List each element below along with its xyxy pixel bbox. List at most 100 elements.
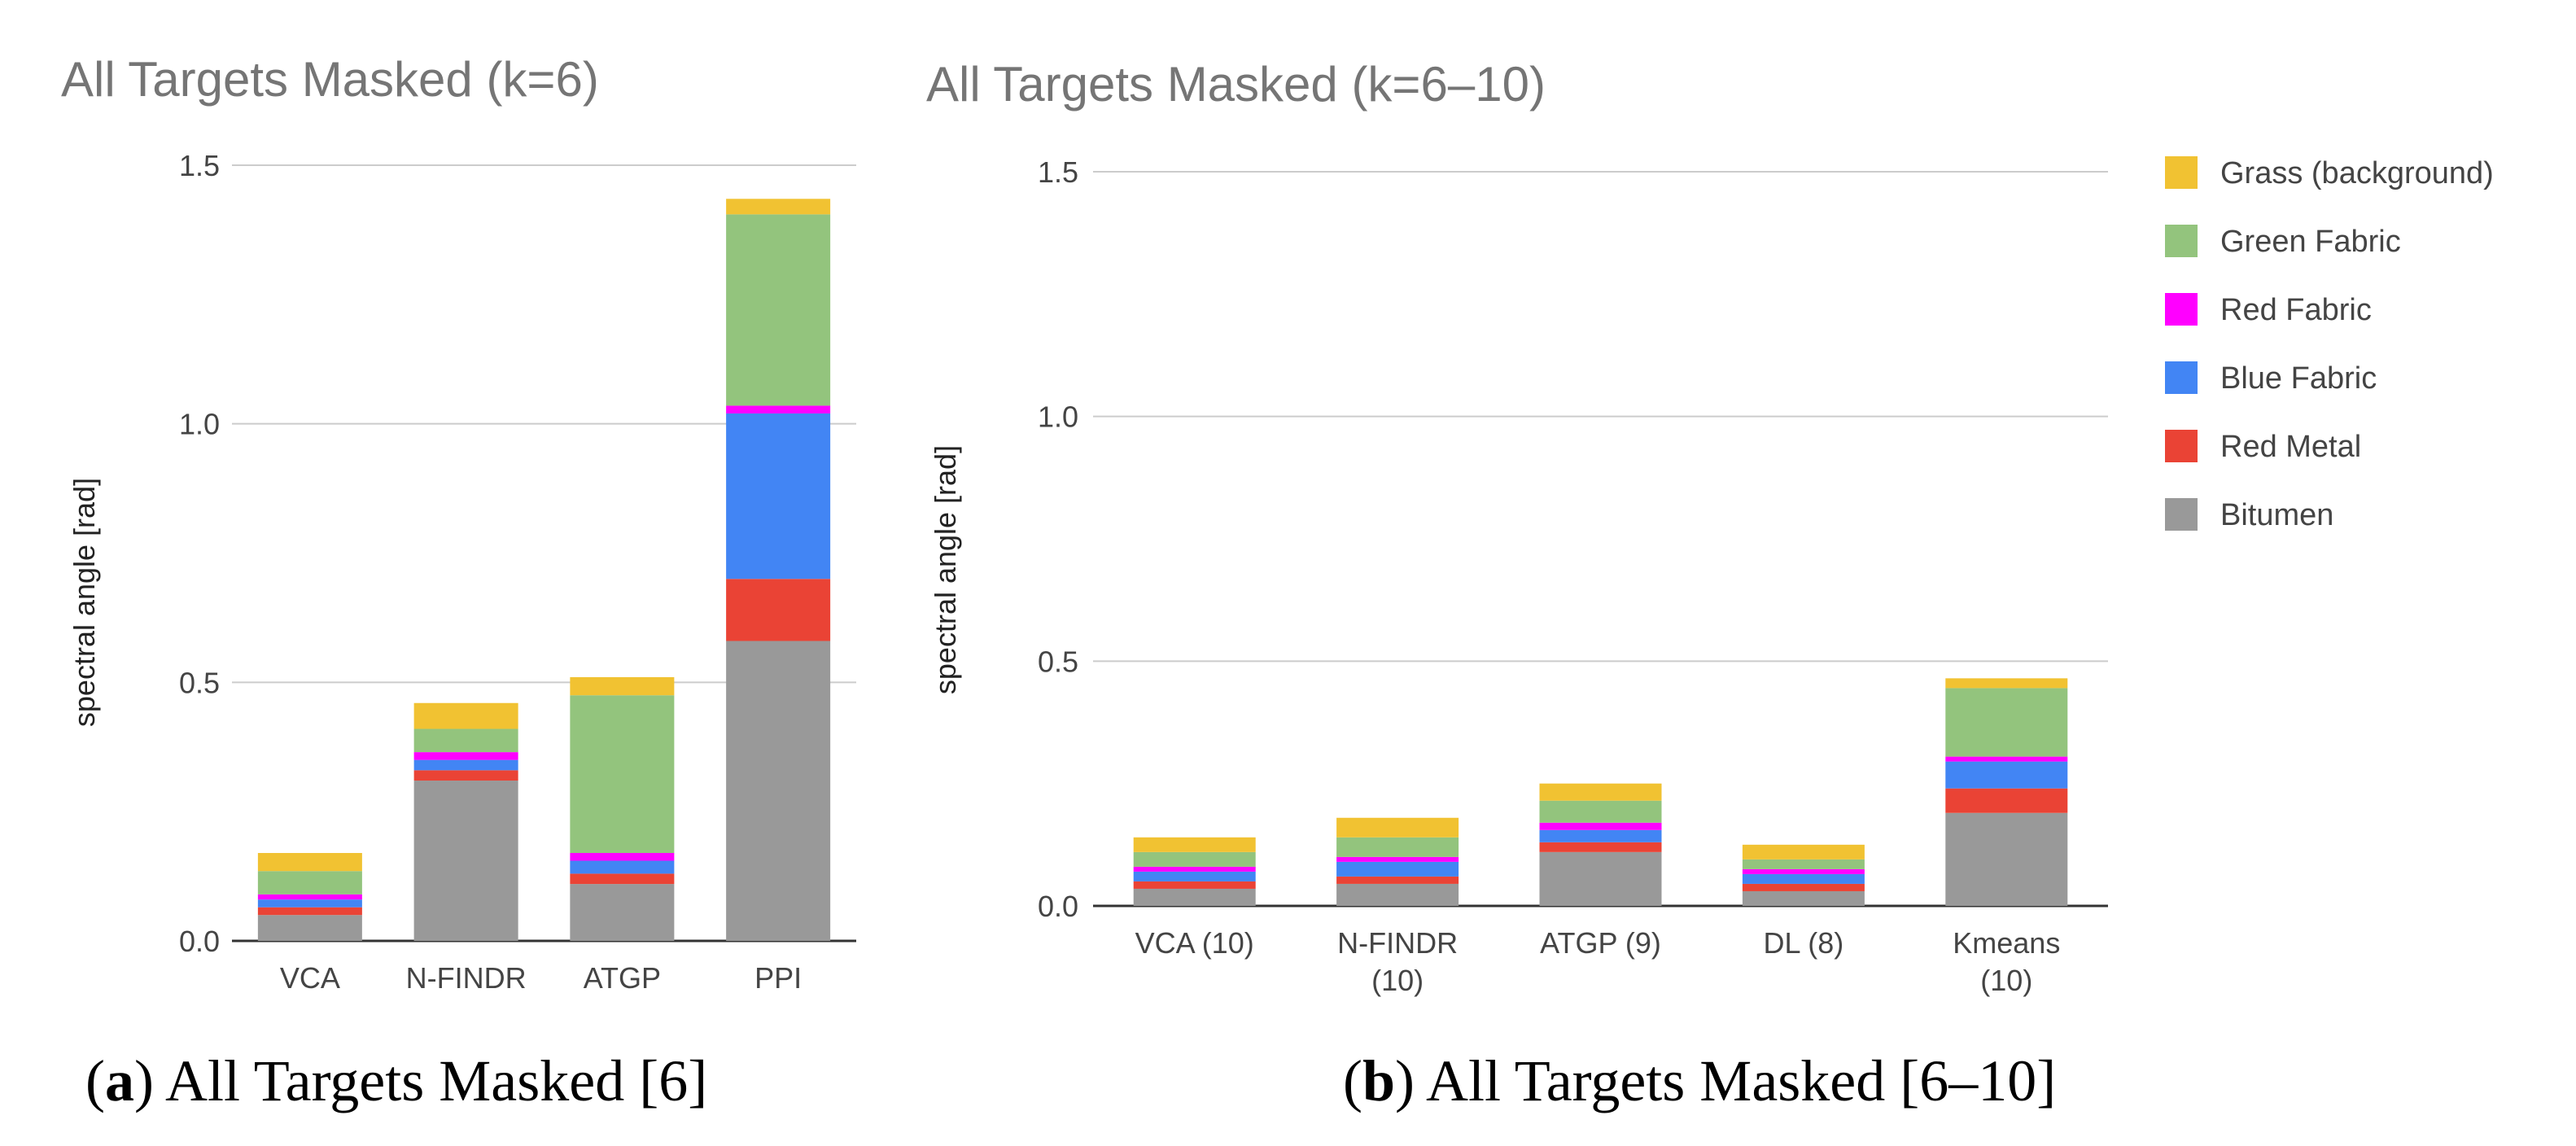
- chart-a-bar-red-metal: [726, 579, 831, 641]
- chart-a-bar-grass-background: [413, 702, 518, 729]
- chart-a-y-tick-label: 0.0: [179, 925, 220, 958]
- chart-b-x-ticks: VCA (10) N-FINDR (10) ATGP (9) DL (8) Kmeans (…: [1135, 926, 2061, 997]
- chart-b-bar-red-fabric: [1133, 866, 1256, 872]
- chart-b-legend: Grass (background) Green Fabric Red Fabric…: [2165, 156, 2494, 532]
- chart-a-bar-green-fabric: [726, 214, 831, 406]
- chart-b-bar-blue-fabric: [1133, 871, 1256, 881]
- chart-b-title: All Targets Masked (k=6–10): [926, 57, 1546, 112]
- chart-a-bar-green-fabric: [257, 871, 362, 894]
- chart-b-bar-grass-background: [1133, 837, 1256, 852]
- chart-b-y-tick-label: 0.5: [1038, 645, 1078, 678]
- legend-swatch: [2165, 361, 2198, 394]
- chart-b-ylabel: spectral angle [rad]: [929, 445, 962, 694]
- chart-a-bar-blue-fabric: [726, 413, 831, 580]
- chart-b-bars: [1133, 678, 2068, 906]
- chart-a-y-tick-label: 1.0: [179, 408, 220, 441]
- chart-b-bar-green-fabric: [1945, 688, 2068, 757]
- chart-b-bar-bitumen: [1945, 812, 2068, 906]
- chart-b-y-tick-label: 0.0: [1038, 890, 1078, 923]
- chart-b-y-tick-label: 1.0: [1038, 400, 1078, 434]
- chart-b-bar-grass-background: [1742, 844, 1865, 860]
- chart-b-bar-grass-background: [1945, 678, 2068, 689]
- legend-swatch: [2165, 156, 2198, 189]
- chart-b-bar-bitumen: [1742, 890, 1865, 906]
- legend-label: Red Fabric: [2220, 293, 2372, 327]
- chart-a-bar-blue-fabric: [257, 899, 362, 908]
- chart-b-x-tick-label: VCA (10): [1135, 926, 1254, 960]
- chart-b-bar-red-metal: [1742, 883, 1865, 891]
- chart-b-bar-bitumen: [1133, 888, 1256, 906]
- caption-b: (b) All Targets Masked [6–10]: [1343, 1048, 2056, 1113]
- chart-a-bar-blue-fabric: [413, 759, 518, 771]
- chart-b-x-tick-label: (10): [1371, 964, 1424, 997]
- chart-a-x-tick-label: PPI: [754, 961, 802, 995]
- legend-label: Red Metal: [2220, 430, 2361, 464]
- chart-b-bar-bitumen: [1336, 883, 1459, 906]
- chart-a-bar-grass-background: [570, 676, 675, 696]
- chart-a-bar-green-fabric: [413, 728, 518, 753]
- chart-b: All Targets Masked (k=6–10) spectral ang…: [926, 57, 2494, 997]
- chart-a-bar-green-fabric: [570, 695, 675, 853]
- legend-label: Blue Fabric: [2220, 361, 2377, 396]
- chart-a-bar-red-metal: [257, 907, 362, 916]
- chart-a-ylabel: spectral angle [rad]: [68, 478, 101, 727]
- chart-b-y-ticks: 0.0 0.5 1.0 1.5: [1038, 155, 1078, 923]
- chart-a-y-tick-label: 0.5: [179, 666, 220, 699]
- chart-b-bar-red-fabric: [1945, 756, 2068, 762]
- chart-b-bar-blue-fabric: [1539, 829, 1662, 842]
- chart-b-bar-red-metal: [1336, 876, 1459, 884]
- chart-a-bar-bitumen: [413, 781, 518, 941]
- chart-b-x-tick-label: Kmeans: [1953, 926, 2060, 960]
- chart-b-bar-blue-fabric: [1945, 761, 2068, 789]
- chart-a-bar-bitumen: [726, 641, 831, 941]
- chart-a-bar-red-fabric: [413, 752, 518, 760]
- chart-b-bar-grass-background: [1539, 783, 1662, 801]
- legend-swatch: [2165, 498, 2198, 531]
- chart-b-bar-blue-fabric: [1336, 861, 1459, 877]
- chart-b-bar-green-fabric: [1539, 800, 1662, 823]
- legend-swatch: [2165, 225, 2198, 257]
- chart-a-x-ticks: VCA N-FINDR ATGP PPI: [280, 961, 802, 995]
- chart-a-bar-red-metal: [413, 770, 518, 781]
- chart-b-x-tick-label: ATGP (9): [1540, 926, 1661, 960]
- chart-a-title: All Targets Masked (k=6): [61, 52, 599, 107]
- chart-a-bar-red-fabric: [570, 852, 675, 861]
- chart-a-bar-grass-background: [726, 199, 831, 215]
- chart-b-x-tick-label: (10): [1980, 964, 2032, 997]
- chart-b-x-tick-label: DL (8): [1764, 926, 1844, 960]
- caption-a: (a) All Targets Masked [6]: [85, 1048, 707, 1113]
- chart-b-bar-red-metal: [1945, 788, 2068, 813]
- chart-a-y-tick-label: 1.5: [179, 149, 220, 182]
- legend-swatch: [2165, 293, 2198, 326]
- legend-label: Green Fabric: [2220, 225, 2401, 259]
- chart-a-bar-bitumen: [570, 884, 675, 941]
- chart-a: All Targets Masked (k=6) spectral angle …: [61, 52, 856, 995]
- chart-b-bar-grass-background: [1336, 817, 1459, 838]
- chart-b-bar-green-fabric: [1742, 859, 1865, 869]
- chart-b-bar-red-fabric: [1742, 868, 1865, 874]
- legend-swatch: [2165, 430, 2198, 462]
- chart-a-bar-grass-background: [257, 852, 362, 872]
- chart-b-x-tick-label: N-FINDR: [1337, 926, 1458, 960]
- chart-b-bar-bitumen: [1539, 851, 1662, 906]
- chart-a-x-tick-label: N-FINDR: [406, 961, 527, 995]
- chart-a-x-tick-label: VCA: [280, 961, 340, 995]
- chart-a-bar-red-metal: [570, 873, 675, 885]
- chart-b-y-tick-label: 1.5: [1038, 155, 1078, 189]
- chart-a-bars: [257, 199, 831, 941]
- chart-a-bar-bitumen: [257, 915, 362, 941]
- chart-a-bar-red-fabric: [257, 894, 362, 900]
- chart-b-bar-red-fabric: [1539, 822, 1662, 830]
- chart-a-x-tick-label: ATGP: [584, 961, 661, 995]
- chart-b-bar-green-fabric: [1133, 851, 1256, 867]
- chart-a-y-ticks: 0.0 0.5 1.0 1.5: [179, 149, 220, 958]
- chart-b-bar-red-metal: [1133, 881, 1256, 889]
- chart-a-bar-blue-fabric: [570, 860, 675, 874]
- chart-b-bar-blue-fabric: [1742, 873, 1865, 884]
- chart-b-bar-green-fabric: [1336, 837, 1459, 857]
- chart-b-bar-red-metal: [1539, 842, 1662, 852]
- chart-b-bar-red-fabric: [1336, 856, 1459, 862]
- legend-label: Grass (background): [2220, 156, 2494, 190]
- chart-a-bar-red-fabric: [726, 405, 831, 413]
